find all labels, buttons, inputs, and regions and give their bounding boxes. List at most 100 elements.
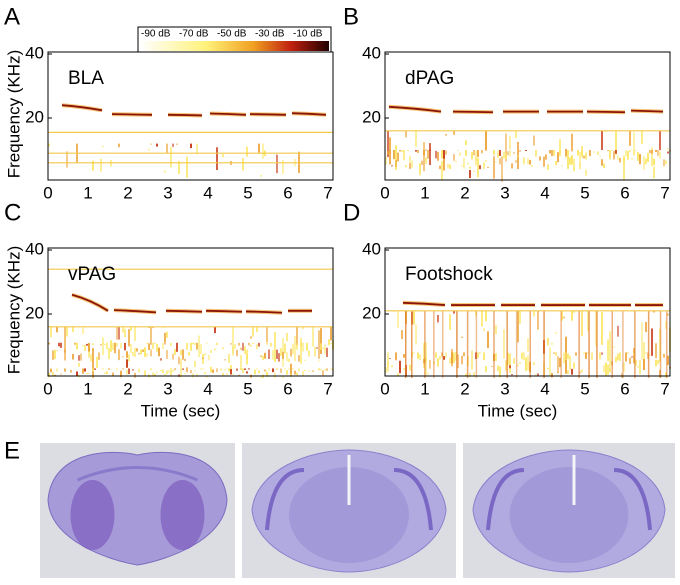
noise xyxy=(294,335,296,362)
noise xyxy=(232,373,234,375)
noise xyxy=(276,368,278,371)
noise xyxy=(330,326,332,341)
noise xyxy=(302,326,304,329)
noise xyxy=(559,150,561,157)
noise xyxy=(262,355,264,361)
noise xyxy=(318,368,320,371)
noise xyxy=(86,343,88,346)
noise xyxy=(647,152,649,162)
noise xyxy=(312,370,314,372)
noise xyxy=(463,352,465,357)
noise xyxy=(387,361,389,367)
noise xyxy=(278,353,280,362)
noise xyxy=(617,353,619,361)
noise xyxy=(48,143,50,147)
noise xyxy=(459,152,461,156)
noise xyxy=(523,352,525,361)
noise xyxy=(154,342,156,344)
noise xyxy=(623,157,625,181)
noise xyxy=(469,372,471,378)
x-tick-label: 6 xyxy=(620,183,629,202)
noise xyxy=(485,310,487,322)
noise xyxy=(200,344,202,355)
noise xyxy=(168,370,170,373)
noise xyxy=(645,321,647,333)
noise xyxy=(555,160,557,166)
x-tick-label: 0 xyxy=(43,379,52,398)
noise xyxy=(519,310,521,324)
noise xyxy=(190,342,192,351)
noise xyxy=(232,326,234,354)
noise xyxy=(200,368,202,370)
noise xyxy=(82,326,84,334)
noise xyxy=(587,310,589,332)
y-tick-label: 40 xyxy=(362,239,381,258)
noise-column xyxy=(424,310,426,378)
noise-column xyxy=(466,310,469,378)
noise xyxy=(557,372,559,374)
noise xyxy=(292,343,294,355)
noise xyxy=(613,150,615,160)
vocalization xyxy=(586,110,626,114)
noise xyxy=(320,328,322,354)
noise xyxy=(413,352,415,354)
noise xyxy=(84,368,86,372)
noise xyxy=(160,358,162,361)
brain-region xyxy=(70,480,115,550)
noise xyxy=(216,368,218,372)
noise xyxy=(222,347,224,350)
noise xyxy=(475,157,477,161)
noise xyxy=(445,134,447,136)
noise xyxy=(657,359,659,365)
noise xyxy=(124,342,126,351)
noise xyxy=(547,166,549,168)
noise xyxy=(302,342,304,352)
noise xyxy=(591,352,593,360)
plot-frame xyxy=(384,247,671,377)
noise xyxy=(180,358,182,377)
noise xyxy=(128,354,130,362)
noise xyxy=(204,353,206,356)
noise xyxy=(413,310,415,325)
noise xyxy=(505,133,507,162)
x-tick-label: 5 xyxy=(580,183,589,202)
noise xyxy=(391,365,393,368)
x-axis-title: Time (sec) xyxy=(478,401,558,420)
noise xyxy=(651,328,653,356)
y-axis-title: Frequency (KHz) xyxy=(4,50,23,178)
noise xyxy=(48,372,50,378)
noise xyxy=(419,354,421,361)
noise xyxy=(266,342,268,345)
noise xyxy=(150,368,152,371)
noise xyxy=(415,130,417,148)
noise xyxy=(573,167,575,172)
noise xyxy=(601,159,603,166)
noise xyxy=(262,143,264,159)
noise xyxy=(457,150,459,151)
noise xyxy=(282,160,284,174)
noise xyxy=(162,326,164,329)
noise xyxy=(102,342,104,344)
noise xyxy=(561,310,563,321)
noise xyxy=(112,342,114,351)
noise xyxy=(144,370,146,376)
noise xyxy=(178,356,180,365)
panel-letter: E xyxy=(4,437,20,464)
noise xyxy=(525,150,527,151)
noise xyxy=(573,310,575,313)
noise xyxy=(509,365,511,369)
noise xyxy=(443,151,445,171)
noise xyxy=(156,343,158,352)
noise xyxy=(475,352,477,360)
noise xyxy=(118,349,120,361)
noise xyxy=(633,353,635,355)
noise xyxy=(563,352,565,364)
noise xyxy=(124,328,126,338)
noise xyxy=(286,370,288,375)
noise xyxy=(547,367,549,370)
noise xyxy=(236,349,238,357)
noise xyxy=(609,150,611,160)
noise xyxy=(92,160,94,171)
noise xyxy=(146,353,148,357)
noise xyxy=(94,368,96,370)
